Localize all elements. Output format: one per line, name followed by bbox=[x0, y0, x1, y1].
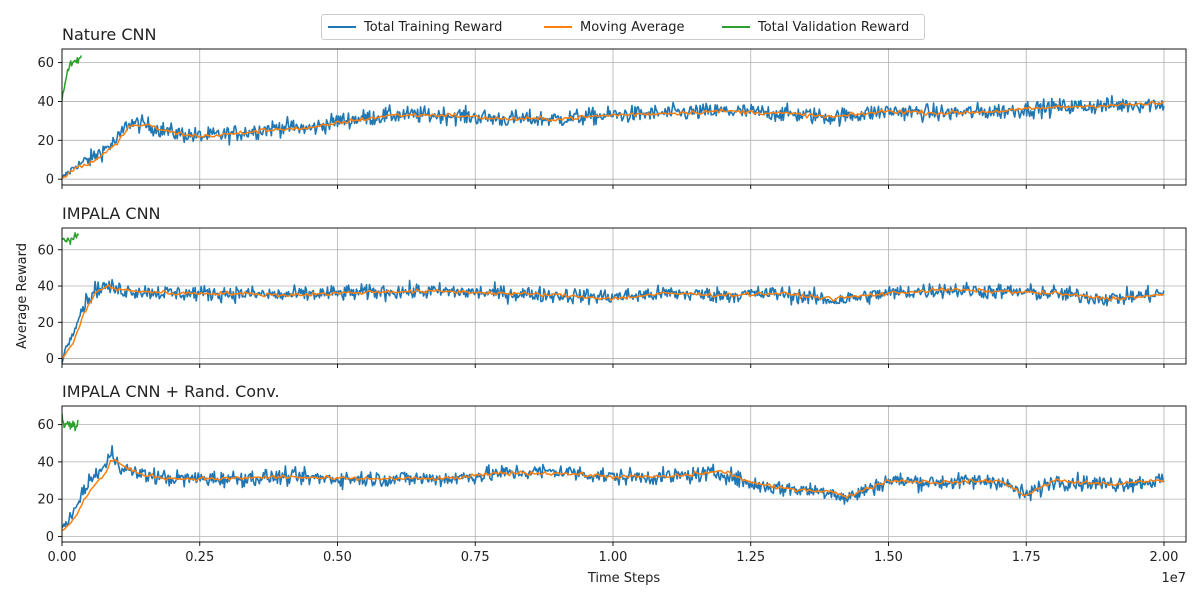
x-tick-label: 0.50 bbox=[323, 550, 352, 565]
x-tick-label: 1.00 bbox=[599, 550, 628, 565]
panel-title: IMPALA CNN + Rand. Conv. bbox=[62, 382, 280, 401]
x-tick-label: 0.00 bbox=[48, 550, 77, 565]
y-tick-label: 40 bbox=[37, 280, 54, 295]
x-axis-offset-label: 1e7 bbox=[1161, 571, 1186, 586]
plot-frame bbox=[61, 48, 1187, 186]
x-tick-label: 1.25 bbox=[736, 550, 765, 565]
panel-title: IMPALA CNN bbox=[62, 204, 161, 223]
series-line-moving-average bbox=[62, 283, 1165, 359]
y-tick-label: 0 bbox=[46, 173, 54, 188]
y-tick-label: 0 bbox=[46, 352, 54, 367]
series-line-moving-average bbox=[62, 458, 1165, 531]
legend-item-validation: Total Validation Reward bbox=[722, 19, 909, 37]
legend-swatch-training bbox=[328, 25, 356, 28]
y-tick-label: 40 bbox=[37, 455, 54, 470]
legend-item-training: Total Training Reward bbox=[328, 19, 502, 37]
x-tick-label: 2.00 bbox=[1149, 550, 1178, 565]
x-tick-label: 0.25 bbox=[185, 550, 214, 565]
legend-swatch-moving-average bbox=[544, 25, 572, 28]
plot-frame bbox=[61, 405, 1187, 543]
y-tick-label: 0 bbox=[46, 530, 54, 545]
chart-legend: Total Training Reward Moving Average Tot… bbox=[321, 14, 925, 40]
y-tick-label: 60 bbox=[37, 418, 54, 433]
panel-title: Nature CNN bbox=[62, 25, 156, 44]
y-tick-label: 40 bbox=[37, 95, 54, 110]
plot-frame bbox=[61, 227, 1187, 365]
series-line-total-validation-reward bbox=[62, 413, 79, 432]
y-tick-label: 20 bbox=[37, 134, 54, 149]
y-tick-label: 20 bbox=[37, 493, 54, 508]
panel-2: 0 20 40 60 IMPALA CNN bbox=[37, 204, 1187, 368]
x-tick-label: 1.75 bbox=[1012, 550, 1041, 565]
series-line-total-training-reward bbox=[62, 95, 1165, 178]
panel-3: 0 20 40 60 0.00 0.25 0.50 0.75 1.00 1.25 1.50 1.75 2… bbox=[37, 382, 1187, 565]
series-line-total-validation-reward bbox=[62, 232, 80, 246]
series-line-moving-average bbox=[62, 100, 1165, 180]
x-tick-label: 1.50 bbox=[874, 550, 903, 565]
y-axis-label: Average Reward bbox=[15, 243, 30, 349]
legend-label-moving-average: Moving Average bbox=[580, 20, 685, 35]
series-line-total-validation-reward bbox=[62, 55, 83, 101]
panel-1: 0 20 40 60 Nature CNN bbox=[37, 25, 1187, 189]
y-tick-label: 60 bbox=[37, 243, 54, 258]
x-axis-label: Time Steps bbox=[587, 571, 661, 586]
y-tick-label: 60 bbox=[37, 56, 54, 71]
y-tick-label: 20 bbox=[37, 316, 54, 331]
x-tick-label: 0.75 bbox=[461, 550, 490, 565]
legend-swatch-validation bbox=[722, 25, 750, 28]
legend-label-training: Total Training Reward bbox=[364, 20, 503, 35]
legend-item-moving-average: Moving Average bbox=[544, 19, 684, 37]
legend-label-validation: Total Validation Reward bbox=[758, 20, 910, 35]
